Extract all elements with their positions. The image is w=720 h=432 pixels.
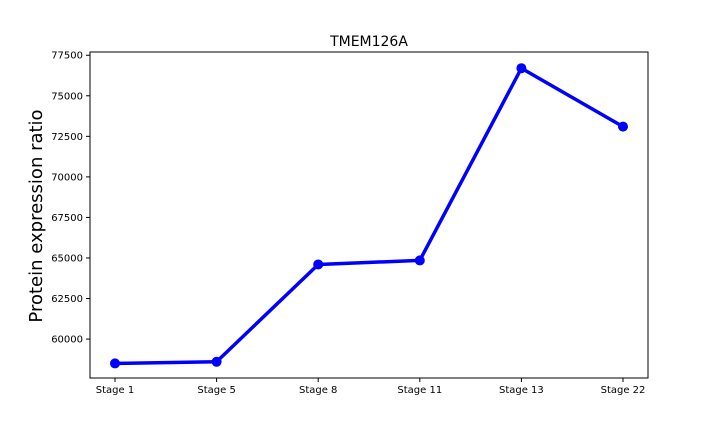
x-tick-label: Stage 13	[499, 385, 544, 396]
data-point	[516, 63, 527, 74]
data-point	[211, 356, 222, 367]
y-axis-label: Protein expression ratio	[26, 109, 47, 322]
y-tick-label: 72500	[51, 132, 83, 143]
y-tick-label: 67500	[51, 213, 83, 224]
y-tick-label: 70000	[51, 172, 83, 183]
data-point	[313, 259, 324, 270]
data-point	[110, 358, 120, 369]
x-tick-label: Stage 22	[601, 385, 646, 396]
x-axis: Stage 1 Stage 5 Stage 8 Stage 11 Stage 13 Sta…	[96, 378, 646, 396]
y-tick-label: 77500	[51, 51, 83, 62]
y-tick-label: 62500	[51, 294, 83, 305]
series-markers	[110, 63, 628, 369]
y-tick-label: 75000	[51, 91, 83, 102]
x-tick-label: Stage 5	[197, 385, 235, 396]
chart-title: TMEM126A	[329, 34, 408, 50]
data-point	[414, 255, 425, 266]
x-tick-label: Stage 8	[299, 385, 337, 396]
series-line	[114, 66, 624, 366]
y-axis: 60000 62500 65000 67500 70000 72500 75000 77500	[51, 51, 90, 346]
y-tick-label: 65000	[51, 253, 83, 264]
data-point	[618, 121, 628, 132]
x-tick-label: Stage 1	[96, 385, 134, 396]
y-tick-label: 60000	[51, 335, 83, 346]
plot-frame	[89, 51, 649, 379]
x-tick-label: Stage 11	[397, 385, 442, 396]
